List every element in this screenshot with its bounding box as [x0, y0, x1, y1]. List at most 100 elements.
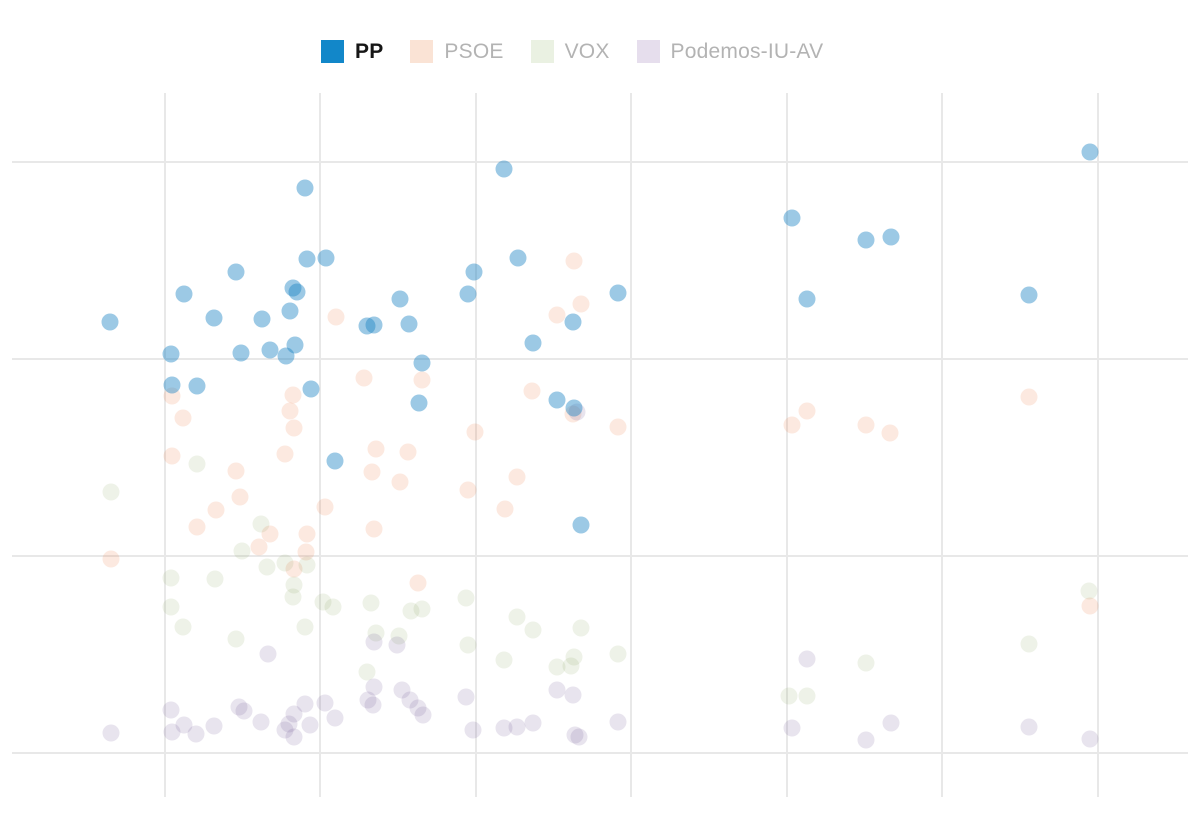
data-point-vox — [548, 658, 566, 676]
data-point-podemos-iu-av — [495, 719, 513, 737]
data-point-psoe — [284, 386, 302, 404]
data-point-vox — [524, 621, 542, 639]
data-point-pp — [459, 285, 477, 303]
data-point-podemos-iu-av — [102, 724, 120, 742]
data-point-psoe — [281, 402, 299, 420]
data-point-psoe — [1020, 388, 1038, 406]
data-point-pp — [232, 344, 250, 362]
data-point-pp — [1020, 286, 1038, 304]
legend-label-psoe: PSOE — [444, 40, 504, 63]
data-point-psoe — [391, 473, 409, 491]
data-point-podemos-iu-av — [524, 714, 542, 732]
data-point-psoe — [508, 468, 526, 486]
data-point-podemos-iu-av — [609, 713, 627, 731]
data-point-vox — [367, 624, 385, 642]
data-point-podemos-iu-av — [365, 678, 383, 696]
data-point-pp — [288, 283, 306, 301]
data-point-vox — [572, 619, 590, 637]
data-point-vox — [296, 618, 314, 636]
data-point-pp — [400, 315, 418, 333]
data-point-podemos-iu-av — [570, 728, 588, 746]
data-point-pp — [465, 263, 483, 281]
data-point-psoe — [327, 308, 345, 326]
data-point-podemos-iu-av — [508, 718, 526, 736]
data-point-vox — [314, 593, 332, 611]
data-point-psoe — [565, 252, 583, 270]
data-point-podemos-iu-av — [175, 716, 193, 734]
data-point-psoe — [276, 445, 294, 463]
legend-label-vox: VOX — [564, 40, 610, 63]
data-point-vox — [857, 654, 875, 672]
gridlines — [12, 93, 1188, 797]
legend-item-psoe[interactable]: PSOE — [410, 40, 503, 63]
data-point-psoe — [102, 550, 120, 568]
data-point-psoe — [363, 463, 381, 481]
data-point-vox — [285, 576, 303, 594]
data-point-podemos-iu-av — [857, 731, 875, 749]
legend-item-pp[interactable]: PP — [321, 40, 383, 63]
data-point-podemos-iu-av — [409, 699, 427, 717]
data-point-vox — [459, 636, 477, 654]
data-point-podemos-iu-av — [464, 721, 482, 739]
data-point-pp — [524, 334, 542, 352]
data-point-vox — [609, 645, 627, 663]
data-point-vox — [362, 594, 380, 612]
data-point-pp — [783, 209, 801, 227]
data-point-pp — [572, 516, 590, 534]
data-point-vox — [188, 455, 206, 473]
data-point-vox — [233, 542, 251, 560]
data-point-podemos-iu-av — [401, 691, 419, 709]
data-point-vox — [298, 556, 316, 574]
legend-item-vox[interactable]: VOX — [530, 40, 610, 63]
data-point-psoe — [523, 382, 541, 400]
data-point-pp — [302, 380, 320, 398]
data-point-podemos-iu-av — [187, 725, 205, 743]
data-point-psoe — [857, 416, 875, 434]
legend-item-podemos[interactable]: Podemos-IU-AV — [636, 40, 824, 63]
data-point-pp — [175, 285, 193, 303]
data-point-podemos-iu-av — [365, 633, 383, 651]
data-point-psoe — [163, 387, 181, 405]
data-point-psoe — [188, 518, 206, 536]
data-point-pp — [1081, 143, 1099, 161]
data-point-vox — [565, 648, 583, 666]
data-point-psoe — [496, 500, 514, 518]
data-point-psoe — [881, 424, 899, 442]
data-point-pp — [277, 347, 295, 365]
data-point-vox — [284, 588, 302, 606]
data-point-podemos-iu-av — [359, 691, 377, 709]
data-point-pp — [410, 394, 428, 412]
psoe-swatch-icon — [410, 40, 434, 63]
data-point-psoe — [163, 447, 181, 465]
data-point-vox — [102, 483, 120, 501]
data-point-psoe — [798, 402, 816, 420]
series-psoe — [102, 252, 1099, 615]
data-point-psoe — [297, 543, 315, 561]
legend: PP PSOE VOX Podemos-IU-AV — [321, 40, 823, 63]
data-point-pp — [205, 309, 223, 327]
data-point-pp — [227, 263, 245, 281]
data-point-podemos-iu-av — [285, 728, 303, 746]
data-point-podemos-iu-av — [285, 705, 303, 723]
data-point-podemos-iu-av — [364, 696, 382, 714]
data-point-pp — [296, 179, 314, 197]
data-point-psoe — [572, 295, 590, 313]
data-point-pp — [509, 249, 527, 267]
data-point-podemos-iu-av — [568, 403, 586, 421]
data-point-psoe — [355, 369, 373, 387]
data-point-vox — [162, 598, 180, 616]
data-point-vox — [276, 554, 294, 572]
data-point-pp — [317, 249, 335, 267]
data-point-pp — [163, 376, 181, 394]
data-point-pp — [365, 316, 383, 334]
data-point-psoe — [409, 574, 427, 592]
data-point-podemos-iu-av — [301, 716, 319, 734]
data-point-psoe — [413, 371, 431, 389]
data-point-vox — [413, 600, 431, 618]
data-point-podemos-iu-av — [564, 686, 582, 704]
data-point-psoe — [609, 418, 627, 436]
data-point-psoe — [548, 306, 566, 324]
data-point-podemos-iu-av — [457, 688, 475, 706]
